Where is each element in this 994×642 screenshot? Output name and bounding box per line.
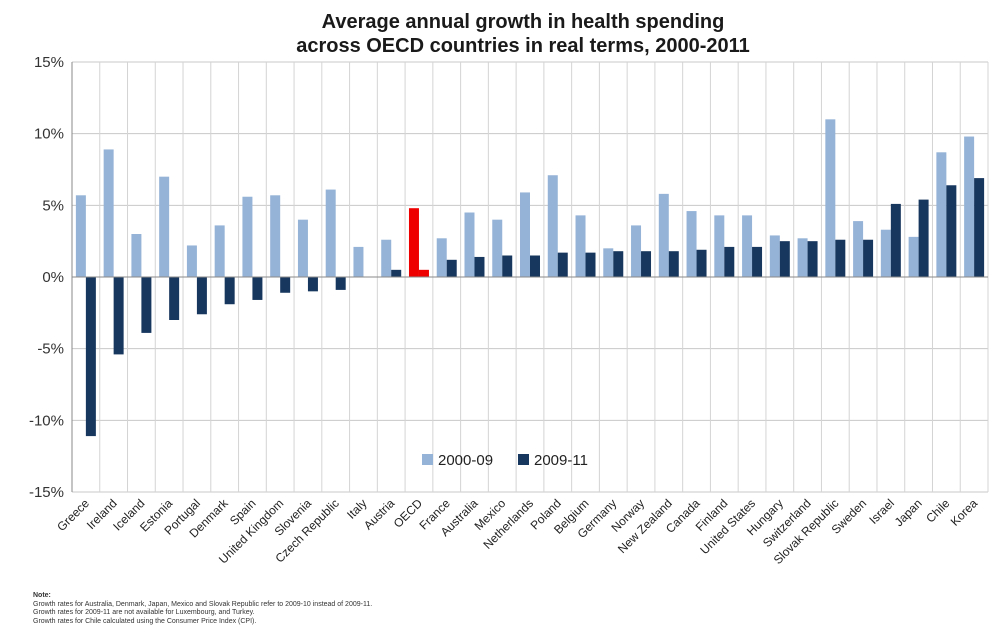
bar xyxy=(502,255,513,277)
bars xyxy=(75,119,985,437)
bar xyxy=(196,277,207,315)
bar xyxy=(835,239,846,277)
bar xyxy=(974,178,985,277)
bar xyxy=(825,119,836,277)
y-tick-label: -15% xyxy=(29,484,64,501)
bar xyxy=(131,234,142,277)
bar xyxy=(214,225,225,277)
chart-title-line-2: across OECD countries in real terms, 200… xyxy=(296,35,750,57)
bar xyxy=(169,277,180,320)
y-tick-label: 15% xyxy=(34,54,64,71)
bar xyxy=(186,245,197,277)
y-tick-label: 5% xyxy=(42,197,64,214)
bar xyxy=(520,192,530,277)
bar xyxy=(641,251,652,277)
note-line-1: Growth rates for Australia, Denmark, Jap… xyxy=(33,600,373,608)
bar xyxy=(585,252,596,277)
bar xyxy=(159,176,170,277)
bar xyxy=(85,277,96,437)
bar xyxy=(297,219,308,277)
bar xyxy=(270,195,281,277)
x-tick-label: Korea xyxy=(948,496,981,529)
note-line-2: Growth rates for 2009-11 are not availab… xyxy=(33,609,255,616)
chart-title: Average annual growth in health spending… xyxy=(296,11,750,57)
bar xyxy=(418,269,429,277)
bar-chart: 15%10%5%0%-5%-10%-15%GreeceIrelandIcelan… xyxy=(29,11,989,567)
bar xyxy=(779,241,790,277)
bar xyxy=(492,219,503,277)
bar xyxy=(353,246,364,277)
bar xyxy=(686,211,697,277)
bar xyxy=(918,199,929,277)
bar xyxy=(575,215,586,277)
bar xyxy=(446,259,457,277)
legend-label: 2000-09 xyxy=(438,452,493,469)
bar xyxy=(141,277,152,333)
bar xyxy=(908,236,919,277)
bar xyxy=(863,239,874,277)
bar xyxy=(113,277,124,355)
bar xyxy=(603,248,614,277)
legend-label: 2009-11 xyxy=(534,452,588,469)
note-line-3: Growth rates for Chile calculated using … xyxy=(33,617,257,625)
x-tick-label: Chile xyxy=(923,496,952,525)
bar xyxy=(280,277,291,293)
bar xyxy=(464,212,475,277)
bar xyxy=(224,277,235,305)
bar xyxy=(724,246,735,277)
x-tick-label: Austria xyxy=(361,496,398,533)
legend-swatch xyxy=(518,454,529,465)
x-tick-label: Israel xyxy=(866,496,897,527)
bar xyxy=(964,136,975,277)
bar xyxy=(714,215,725,277)
legend-swatch xyxy=(422,454,433,465)
bar xyxy=(557,252,568,277)
bar xyxy=(631,225,642,277)
bar xyxy=(890,203,901,277)
bar xyxy=(242,196,253,277)
x-tick-label: Japan xyxy=(892,496,925,529)
bar xyxy=(769,235,780,277)
bar xyxy=(530,255,540,277)
bar xyxy=(807,241,818,277)
bar xyxy=(613,251,624,277)
bar xyxy=(658,193,669,277)
bar xyxy=(668,251,679,277)
legend: 2000-09 2009-11 xyxy=(422,452,588,469)
bar xyxy=(752,246,763,277)
y-tick-label: -10% xyxy=(29,412,64,429)
chart-notes: Note: Growth rates for Australia, Denmar… xyxy=(33,592,733,626)
bar xyxy=(946,185,957,277)
bar xyxy=(103,149,114,277)
bar xyxy=(936,152,947,277)
bar xyxy=(75,195,86,277)
bar xyxy=(381,239,392,277)
bar xyxy=(853,221,864,277)
bar xyxy=(408,208,419,277)
bar xyxy=(880,229,891,277)
bar xyxy=(696,249,707,277)
bar xyxy=(436,238,447,277)
x-tick-label: Greece xyxy=(54,496,92,534)
chart-title-line-1: Average annual growth in health spending xyxy=(322,11,725,33)
bar xyxy=(391,269,402,277)
bar xyxy=(797,238,808,277)
y-tick-label: -5% xyxy=(37,341,64,358)
y-tick-label: 0% xyxy=(42,269,64,286)
y-tick-label: 10% xyxy=(34,126,64,143)
bar xyxy=(474,256,485,277)
bar xyxy=(307,277,318,292)
bar xyxy=(325,189,336,277)
bar xyxy=(742,215,753,277)
bar xyxy=(547,175,558,277)
bar xyxy=(335,277,346,290)
bar xyxy=(252,277,263,300)
notes-heading: Note: xyxy=(33,592,51,599)
